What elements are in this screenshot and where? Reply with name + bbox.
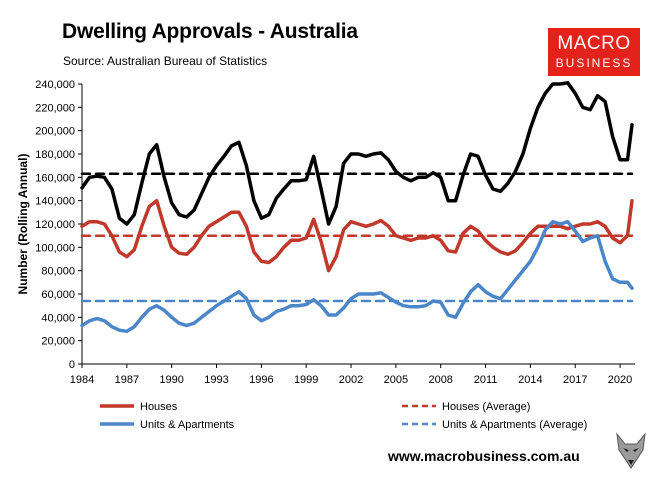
y-tick-label: 220,000 [35,102,75,114]
series-units-apartments [80,219,634,334]
x-tick-label: 1990 [159,374,183,386]
y-tick-label: 120,000 [35,219,75,231]
legend-label-houses-average: Houses (Average) [442,401,530,413]
y-tick-label: 80,000 [41,266,75,278]
y-tick-label: 160,000 [35,172,75,184]
x-tick-label: 2008 [428,374,452,386]
y-tick-label: 20,000 [41,336,75,348]
website-url[interactable]: www.macrobusiness.com.au [388,448,580,464]
y-tick-label: 40,000 [41,312,75,324]
series-layer [80,81,634,334]
source-note: Source: Australian Bureau of Statistics [63,54,268,68]
x-tick-label: 2014 [518,374,542,386]
logo-line-2: BUSINESS [555,56,633,70]
macrobusiness-logo: MACRO BUSINESS [548,28,640,76]
series-total [80,81,634,226]
fox-icon [616,432,646,469]
y-tick-label: 180,000 [35,149,75,161]
x-tick-label: 2005 [384,374,408,386]
legend: Houses Houses (Average) Units & Apartments… [100,401,587,431]
y-tick-label: 100,000 [35,242,75,254]
y-tick-label: 0 [69,359,75,371]
x-tick-label: 1993 [204,374,228,386]
legend-label-houses: Houses [140,401,178,413]
logo-line-1: MACRO [557,33,631,54]
axes: 0 20,000 40,000 60,000 80,000 100,000 120,000 1… [16,79,635,386]
y-tick-label: 200,000 [35,126,75,138]
y-tick-label: 140,000 [35,196,75,208]
x-tick-label: 1987 [115,374,139,386]
x-tick-label: 2011 [474,374,498,386]
y-tick-label: 240,000 [35,79,75,91]
legend-label-units-apartments-average: Units & Apartments (Average) [442,419,587,431]
chart-title: Dwelling Approvals - Australia [62,20,358,43]
x-tick-label: 2002 [339,374,363,386]
y-tick-label: 60,000 [41,289,75,301]
legend-label-units-apartments: Units & Apartments [140,419,235,431]
x-tick-label: 2020 [608,374,632,386]
x-tick-label: 1999 [294,374,318,386]
y-axis-label: Number (Rolling Annual) [16,154,30,295]
x-tick-label: 1984 [70,374,94,386]
series-houses [80,198,634,273]
x-tick-label: 1996 [249,374,273,386]
x-tick-label: 2017 [563,374,587,386]
